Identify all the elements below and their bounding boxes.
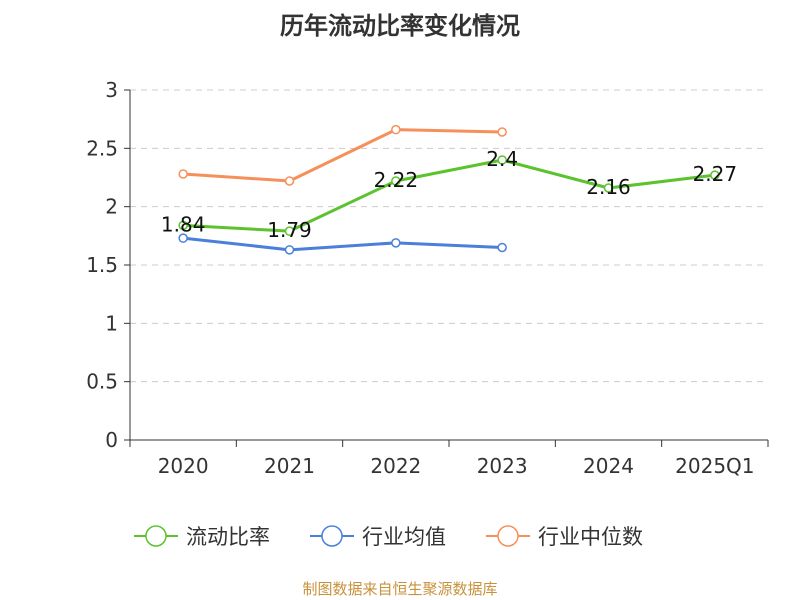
data-point	[284, 226, 295, 236]
y-tick-label: 2	[105, 195, 118, 219]
data-point	[391, 238, 401, 248]
y-tick-label: 1.5	[86, 253, 118, 277]
data-label: 2.16	[586, 175, 631, 199]
data-point	[391, 176, 401, 186]
legend-item: 行业均值	[310, 525, 446, 549]
data-point	[284, 245, 295, 255]
legend-marker	[497, 525, 519, 547]
series-line	[183, 236, 503, 252]
data-point	[497, 242, 507, 253]
series-line	[183, 128, 503, 183]
y-tick-label: 2.5	[86, 136, 118, 160]
data-point	[497, 155, 507, 165]
data-point	[178, 169, 188, 179]
data-label: 2.27	[693, 162, 738, 186]
x-tick-label: 2024	[583, 454, 634, 478]
data-point	[497, 127, 507, 137]
y-tick-label: 0	[105, 428, 118, 452]
data-source-note: 制图数据来自恒生聚源数据库	[302, 580, 498, 598]
data-point	[178, 220, 188, 231]
data-point	[603, 183, 614, 193]
y-tick-label: 3	[105, 78, 118, 102]
legend-label: 行业均值	[362, 525, 446, 549]
x-tick-label: 2022	[370, 454, 421, 478]
chart-title: 历年流动比率变化情况	[280, 12, 520, 40]
series-line	[183, 158, 716, 233]
legend-label: 流动比率	[186, 525, 270, 549]
legend-item: 流动比率	[134, 525, 270, 549]
data-label: 2.22	[374, 168, 419, 192]
x-tick-label: 2025Q1	[675, 454, 754, 478]
y-tick-label: 1	[105, 311, 118, 335]
data-point	[284, 176, 295, 186]
data-label: 1.84	[161, 212, 206, 236]
x-tick-label: 2021	[264, 454, 315, 478]
legend-item: 行业中位数	[486, 525, 643, 549]
legend-marker	[145, 525, 167, 547]
data-point	[178, 233, 188, 243]
legend: 流动比率 行业均值 行业中位数	[134, 525, 643, 549]
x-tick-label: 2020	[158, 454, 209, 478]
y-tick-label: 0.5	[86, 370, 118, 394]
x-tick-label: 2023	[477, 454, 528, 478]
legend-marker	[321, 525, 343, 547]
data-label: 1.79	[267, 218, 312, 242]
data-label: 2.4	[486, 147, 518, 171]
data-point	[391, 124, 401, 135]
data-point	[710, 170, 720, 180]
legend-label: 行业中位数	[538, 525, 643, 549]
